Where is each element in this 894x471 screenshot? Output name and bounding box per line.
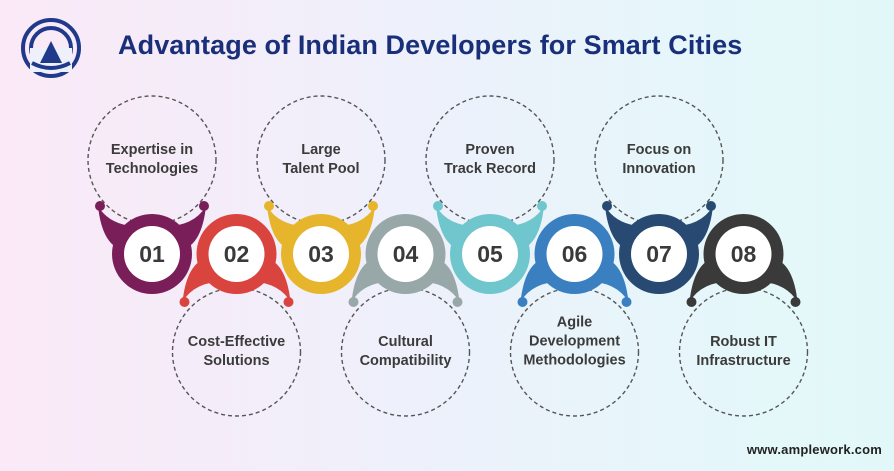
step-caption-03: Large Talent Pool xyxy=(256,141,386,179)
step-caption-line: Talent Pool xyxy=(282,161,360,177)
step-caption-line: Robust IT xyxy=(710,334,777,350)
step-badge-01: 01 xyxy=(95,201,209,294)
step-caption-08: Robust IT Infrastructure xyxy=(679,333,809,371)
step-caption-line: Infrastructure xyxy=(696,353,791,369)
step-number: 08 xyxy=(731,241,757,267)
step-badge-07: 07 xyxy=(602,201,716,294)
step-caption-04: Cultural Compatibility xyxy=(341,333,471,371)
step-caption-line: Technologies xyxy=(105,161,199,177)
step-badge-05: 05 xyxy=(433,201,547,294)
step-caption-line: Cost-Effective xyxy=(187,334,286,350)
step-badge-04: 04 xyxy=(348,214,463,307)
step-caption-line: Innovation xyxy=(622,161,696,177)
step-caption-05: Proven Track Record xyxy=(425,141,555,179)
step-caption-line: Expertise in xyxy=(110,142,194,158)
step-caption-line: Methodologies xyxy=(523,352,626,369)
step-caption-line: Compatibility xyxy=(359,353,452,369)
step-number: 05 xyxy=(477,241,503,267)
step-badge-03: 03 xyxy=(264,201,378,294)
step-caption-line: Track Record xyxy=(444,161,536,177)
step-number: 02 xyxy=(224,241,250,267)
step-caption-line: Cultural xyxy=(378,334,433,350)
step-number: 06 xyxy=(562,241,588,267)
step-caption-line: Focus on xyxy=(626,142,692,158)
step-badge-02: 02 xyxy=(179,214,294,307)
page-title: Advantage of Indian Developers for Smart… xyxy=(118,30,743,60)
step-number: 07 xyxy=(646,241,672,267)
amplework-logo-icon xyxy=(21,18,81,78)
step-badge-06: 06 xyxy=(517,214,632,307)
step-caption-line: Proven xyxy=(465,142,515,158)
step-caption-line: Solutions xyxy=(203,353,270,369)
step-caption-line: Development xyxy=(528,333,621,350)
website-url: www.amplework.com xyxy=(746,442,882,457)
step-caption-06: Agile Development Methodologies xyxy=(510,314,640,371)
step-caption-line: Agile xyxy=(556,314,593,331)
step-caption-02: Cost-Effective Solutions xyxy=(172,333,302,371)
step-number: 04 xyxy=(393,241,419,267)
step-caption-07: Focus on Innovation xyxy=(594,141,724,179)
step-caption-line: Large xyxy=(301,142,341,158)
step-caption-01: Expertise in Technologies xyxy=(87,141,217,179)
step-badge-08: 08 xyxy=(686,214,801,307)
step-number: 01 xyxy=(139,241,165,267)
step-number: 03 xyxy=(308,241,334,267)
